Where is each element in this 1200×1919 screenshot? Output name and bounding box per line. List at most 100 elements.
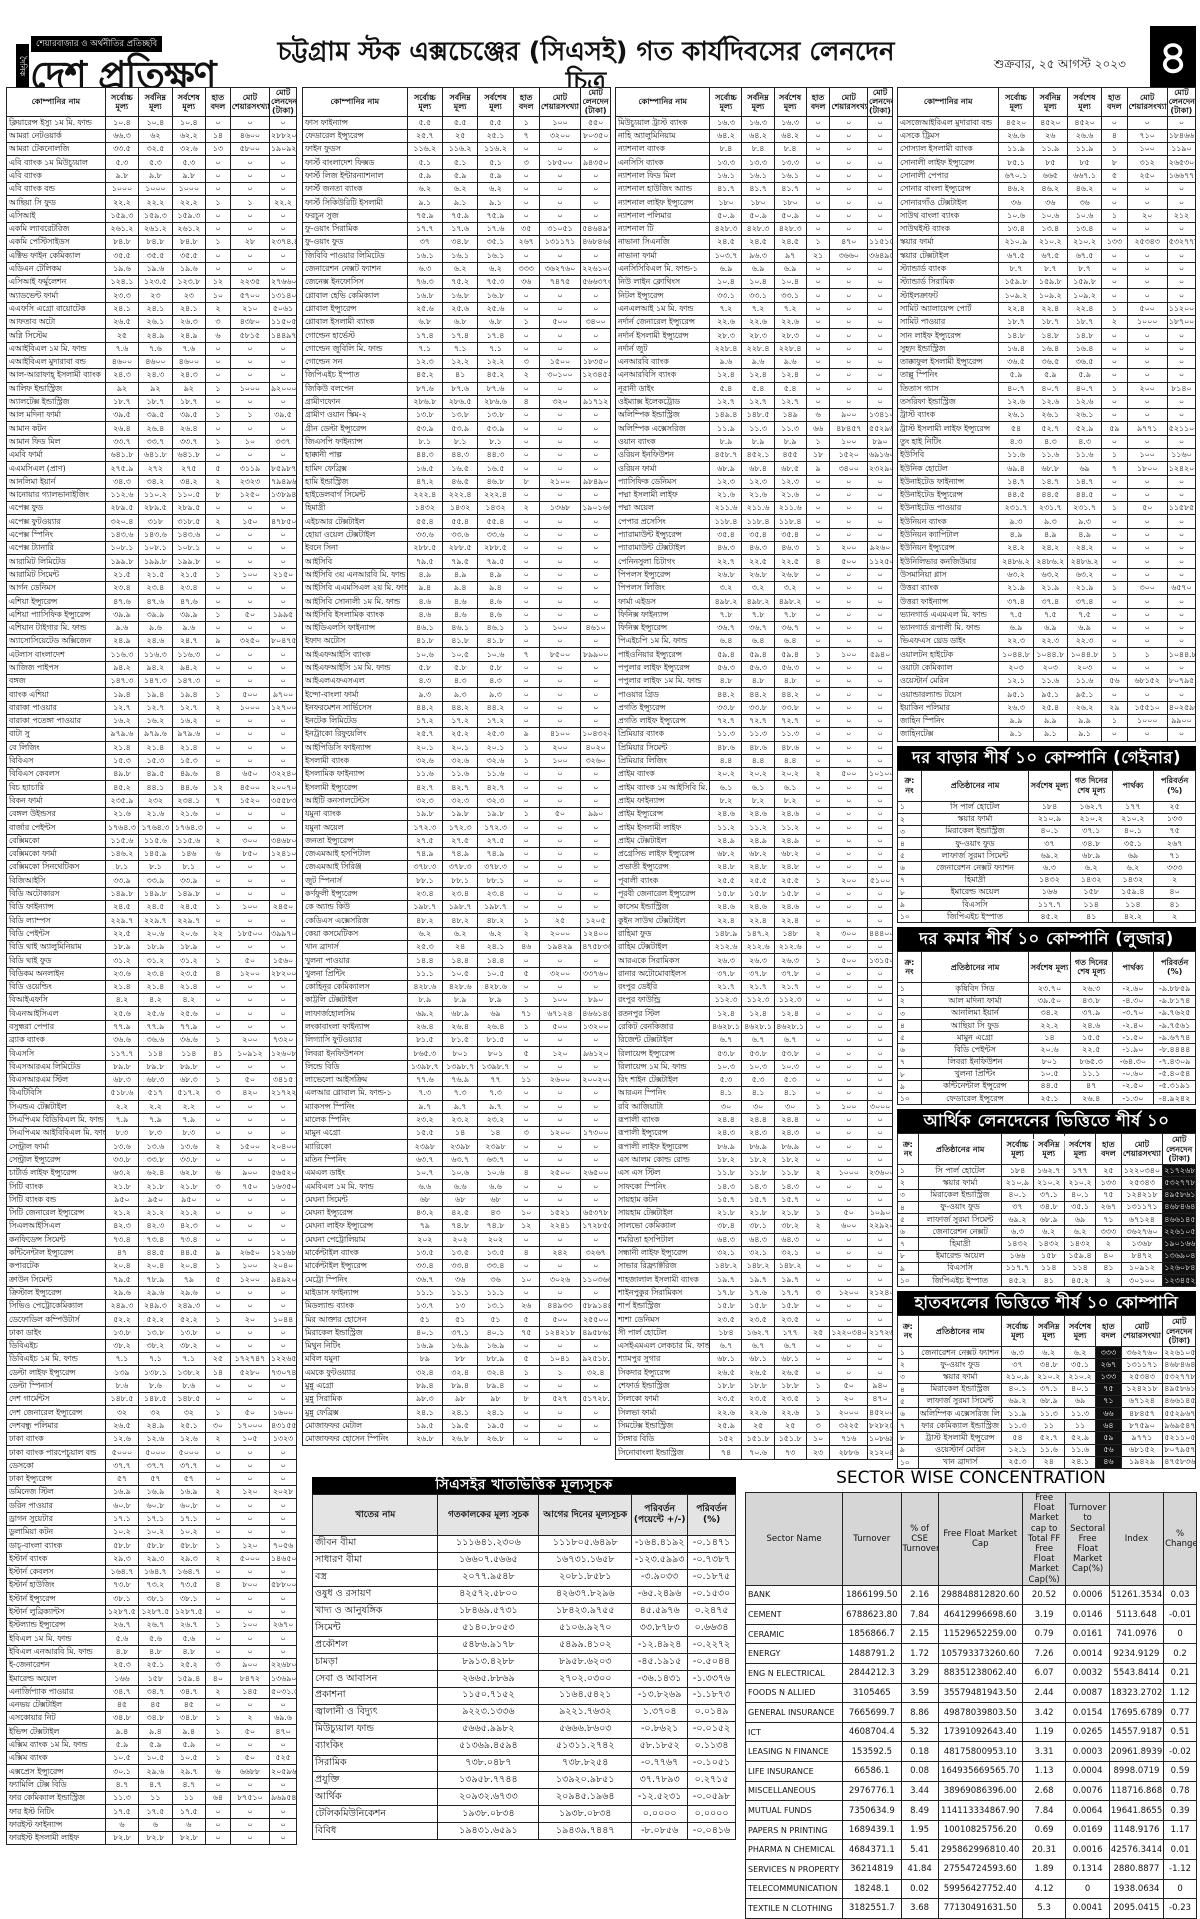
value-cell: ৪৩৮০ <box>229 315 271 330</box>
value-cell: ০ <box>1101 527 1128 543</box>
value-cell: ৬৭১২৪ <box>538 1006 582 1021</box>
value-cell: ০ <box>867 301 893 317</box>
table-row: এনভয় টেক্সটাইল ৪৫ ৪৫ ৪৫ ০ ০ ০ <box>6 1697 297 1713</box>
row-label-cell: ন্যাশনাল লাইফ ইন্স্যুরেন্স <box>615 195 711 210</box>
value-cell: ১৮০ <box>773 195 807 210</box>
value-cell: ১৬৪.৭ <box>138 1564 173 1580</box>
value-cell: ৩৩.৬ <box>477 527 514 543</box>
value-cell: ৪৬.৩ <box>709 541 743 556</box>
value-cell: ১১.৬ <box>441 767 479 782</box>
row-label-cell: হিমাদ্রী <box>302 501 408 516</box>
value-cell: ২৫.৩ <box>477 727 514 742</box>
value-cell: ৭৪.৯ <box>406 846 443 862</box>
value-cell: ০ <box>229 1392 271 1407</box>
row-label-cell: রবি আজিয়াটা <box>615 1099 711 1114</box>
value-cell: ০ <box>205 647 231 662</box>
row-label-cell: মিউচ্যুয়াল ফান্ড <box>311 1720 439 1739</box>
column-header: সর্বশেষ মূল্য <box>773 87 807 117</box>
column-header: হাত বদল <box>805 87 831 117</box>
value-cell: ২২.৪ <box>998 301 1034 317</box>
value-cell: ১ <box>205 408 231 423</box>
value-cell: অলিম্পিক এক্সেসরিজ লি: <box>917 1407 1003 1421</box>
value-cell: ০ <box>512 554 540 569</box>
row-label-cell: রূপালী ইন্স্যুরেন্স <box>615 1126 711 1141</box>
value-cell: ৪৮৪৫৭ <box>1120 1407 1164 1421</box>
value-cell: ২৫০০ <box>538 1166 582 1181</box>
value-cell: ০ <box>829 913 869 928</box>
value-cell: ১৪.৭ <box>1032 474 1068 489</box>
value-cell: ৪০.১ <box>1063 1382 1097 1396</box>
value-cell: ১৫.৮ <box>773 886 807 902</box>
value-cell: ০ <box>229 248 271 263</box>
value-cell: ৬.৭ <box>773 1338 807 1354</box>
table-row: মেট্রো স্পিনিং ৩৬.৭ ৩৬ ৩৬ ১০ ৩০২৬ ১১০৩৬৬ <box>302 1272 611 1287</box>
value-cell: 0.0076 <box>1065 1780 1110 1802</box>
row-label-cell: কাসেম ইন্ডাস্ট্রিজ <box>615 900 711 915</box>
value-cell: ০ <box>1101 567 1128 582</box>
value-cell: ০ <box>1166 567 1196 582</box>
value-cell: ২১০০ <box>538 474 582 489</box>
value-cell: ০ <box>229 394 271 410</box>
value-cell: ২১০.২ <box>1032 235 1068 250</box>
value-cell: ৯৫.১ <box>1032 687 1068 702</box>
value-cell: ০ <box>805 1179 831 1194</box>
value-cell: ৫২.৭ <box>1032 1431 1065 1445</box>
table-row: সিএপিএম আইবিবিএল মি. ফান্ড ৮.৩ ৮.৩ ৮.৩ ০ ০ ০ <box>6 1126 297 1141</box>
value-cell: ২৮৮.৫ <box>441 541 479 556</box>
value-cell: ১৫৯.৩ <box>104 208 140 223</box>
value-cell: ০ <box>805 155 831 170</box>
row-label-cell: পিপলস ইন্স্যুরেন্স <box>615 567 711 582</box>
value-cell: ১১.৬ <box>1032 1443 1065 1457</box>
table-row: সিকদার ইন্স্যুরেন্স ২৬.৫ ২৬.৫ ২৬.৫ ০ ০ ০ <box>615 1365 893 1380</box>
value-cell: ০ <box>229 221 271 237</box>
value-cell: ০ <box>229 820 271 835</box>
value-cell: ৬.২ <box>1032 1225 1065 1239</box>
value-cell: ১১ <box>138 1790 173 1806</box>
value-cell: ০ <box>269 1019 297 1035</box>
value-cell: ২৪.৯ <box>104 634 140 649</box>
value-cell: ০ <box>580 195 611 210</box>
value-cell: ৪৪.৫ <box>1028 1079 1071 1094</box>
table-row: ৮ইমারেল্ড অয়েল১৬৬১৫৮১৫৯.৪৪০৮৪৭২১৩৬৯০৪১.… <box>897 1249 1196 1263</box>
value-cell: -০.৮৬২১ <box>631 1720 689 1739</box>
value-cell: 8.49 <box>900 1800 939 1821</box>
table-row: আইএলএফএসএল ৪.৩ ৪.৩ ৪.৩ ০ ০ ০ <box>302 674 611 689</box>
value-cell: ৯১৭১২ <box>580 394 611 410</box>
value-cell: ৪২৮.৬ <box>477 979 514 995</box>
row-label-cell: বারাকা পতেঙ্গা পাওয়ার <box>6 713 106 729</box>
value-cell: ২১১.৬ <box>709 501 743 516</box>
value-cell: ৯৪.২ <box>138 660 173 676</box>
value-cell: ৩২.৪ <box>441 1365 479 1380</box>
table-row: ইউসিবি ১১.৬ ১১.৬ ১১.৬ ১ ১০০ ১১৬০ <box>897 447 1196 463</box>
value-cell: ৬৮১৫২ <box>1120 1443 1164 1457</box>
value-cell: ০ <box>205 1817 231 1832</box>
value-cell: ৩৩.৪ <box>441 1259 479 1274</box>
row-label-cell: ফিনিক্স ফাইন্যান্স <box>615 607 711 622</box>
value-cell: ০ <box>538 1112 582 1128</box>
value-cell: ২২২.৪ <box>441 487 479 503</box>
value-cell: ১৩৩ <box>1153 812 1196 826</box>
table-row: প্রগতি লাইফ ইন্স্যুরেন্স ৭২.৭ ৭২.৭ ৭২.৭ ০ ০ ০ <box>615 713 893 729</box>
table-row: ইন্দো-বাংলা ফার্মা ৯.৩ ৯.৩ ৯.৩ ০ ০ ০ <box>302 687 611 702</box>
value-cell: ৭৩.৪ <box>171 1232 207 1247</box>
row-label-cell: ইস্টার্ন কেবলস <box>6 1564 106 1580</box>
row-label-cell: এমকে ফুটওয়্যার <box>302 1365 408 1380</box>
table-row: দেশ গার্মেন্টস ১৪৮.৫ ১৪৮.৫ ১৪৮.৫ ০ ০ ০ <box>6 1392 297 1407</box>
value-cell: ০ <box>229 1777 271 1792</box>
value-cell: ৭.৫ <box>1032 607 1068 622</box>
value-cell: ২৩ <box>171 288 207 303</box>
value-cell: ২০৩ <box>1032 660 1068 676</box>
row-label-cell: লিন্ডে বিডি <box>302 1059 408 1074</box>
value-cell: ০ <box>229 208 271 223</box>
value-cell: মিরাকেল ইন্ডাস্ট্রিজ <box>917 1382 1003 1396</box>
row-label-cell: ওয়ালটন হাইটেক <box>897 647 1000 662</box>
value-cell: আছিয়া সি ফুড <box>920 1018 1030 1033</box>
value-cell: ০ <box>867 381 893 396</box>
value-cell: ২৬.৪ <box>138 421 173 436</box>
value-cell: ০ <box>269 1232 297 1247</box>
table-row: পেনিনসুলা চিটাগং ২২.৭ ২২.৫ ২২.৫ ৪ ৫০০ ১১২৫০ <box>615 554 893 569</box>
value-cell: ৪৬.২ <box>998 182 1034 197</box>
row-label-cell: ইউনাইটেড ইন্স্যুরেন্স <box>897 487 1000 503</box>
value-cell: ০ <box>229 1631 271 1646</box>
row-label-cell: ৪ <box>897 1382 919 1396</box>
